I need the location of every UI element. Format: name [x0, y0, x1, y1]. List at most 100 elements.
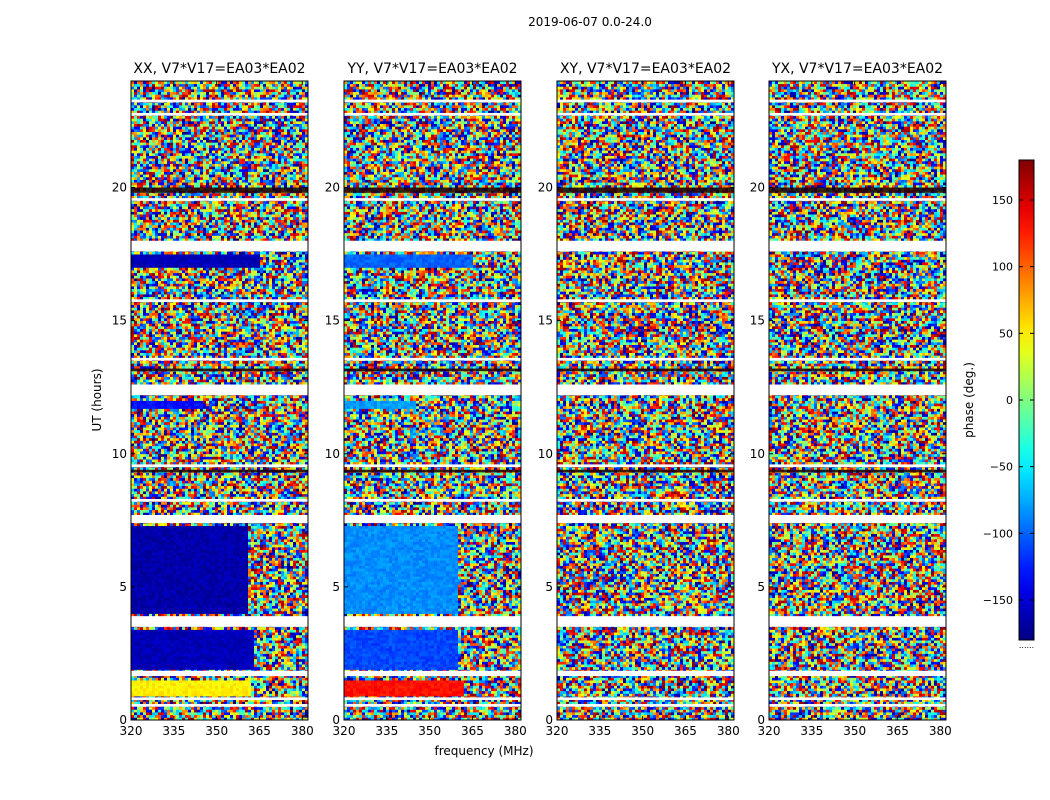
- heatmap-cell: [182, 502, 185, 505]
- heatmap-cell: [302, 550, 305, 553]
- heatmap-cell: [242, 637, 245, 640]
- heatmap-cell: [242, 656, 245, 659]
- heatmap-cell: [188, 592, 191, 595]
- heatmap-cell: [296, 688, 299, 691]
- heatmap-cell: [263, 576, 266, 579]
- heatmap-cell: [164, 536, 167, 539]
- heatmap-cell: [134, 574, 137, 577]
- heatmap-cell: [134, 504, 137, 507]
- heatmap-cell: [260, 544, 263, 547]
- heatmap-cell: [248, 552, 251, 555]
- heatmap-cell: [290, 542, 293, 545]
- heatmap-cell: [137, 693, 140, 696]
- heatmap-cell: [149, 542, 152, 545]
- heatmap-cell: [158, 539, 161, 542]
- heatmap-cell: [212, 656, 215, 659]
- heatmap-cell: [251, 504, 254, 507]
- heatmap-cell: [155, 528, 158, 531]
- heatmap-cell: [236, 606, 239, 609]
- heatmap-cell: [158, 659, 161, 662]
- heatmap-cell: [152, 677, 155, 680]
- heatmap-cell: [164, 606, 167, 609]
- heatmap-cell: [140, 645, 143, 648]
- heatmap-cell: [203, 547, 206, 550]
- heatmap-cell: [212, 558, 215, 561]
- heatmap-cell: [194, 659, 197, 662]
- heatmap-cell: [143, 547, 146, 550]
- heatmap-cell: [158, 579, 161, 582]
- heatmap-cell: [221, 659, 224, 662]
- heatmap-cell: [152, 712, 155, 715]
- heatmap-cell: [239, 659, 242, 662]
- heatmap-cell: [260, 512, 263, 515]
- heatmap-cell: [233, 510, 236, 513]
- heatmap-cell: [131, 653, 134, 656]
- heatmap-cell: [167, 592, 170, 595]
- heatmap-cell: [158, 629, 161, 632]
- heatmap-cell: [245, 534, 248, 537]
- heatmap-cell: [164, 576, 167, 579]
- heatmap-cell: [218, 584, 221, 587]
- heatmap-cell: [140, 635, 143, 638]
- heatmap-cell: [293, 651, 296, 654]
- heatmap-cell: [203, 664, 206, 667]
- heatmap-cell: [224, 576, 227, 579]
- heatmap-cell: [194, 680, 197, 683]
- heatmap-cell: [296, 693, 299, 696]
- heatmap-cell: [158, 507, 161, 510]
- heatmap-cell: [266, 627, 269, 630]
- heatmap-cell: [221, 510, 224, 513]
- heatmap-cell: [293, 603, 296, 606]
- heatmap-cell: [233, 693, 236, 696]
- heatmap-cell: [302, 544, 305, 547]
- heatmap-cell: [284, 600, 287, 603]
- heatmap-cell: [227, 536, 230, 539]
- heatmap-cell: [239, 707, 242, 710]
- heatmap-cell: [218, 656, 221, 659]
- heatmap-cell: [248, 544, 251, 547]
- figure-title: 2019-06-07 0.0-24.0: [528, 15, 652, 29]
- heatmap-cell: [170, 635, 173, 638]
- heatmap-cell: [194, 707, 197, 710]
- heatmap-cell: [302, 707, 305, 710]
- heatmap-cell: [167, 664, 170, 667]
- heatmap-cell: [173, 496, 176, 499]
- heatmap-cell: [224, 510, 227, 513]
- heatmap-cell: [293, 523, 296, 526]
- heatmap-cell: [188, 534, 191, 537]
- heatmap-cell: [158, 568, 161, 571]
- heatmap-cell: [290, 691, 293, 694]
- heatmap-cell: [194, 571, 197, 574]
- heatmap-cell: [215, 656, 218, 659]
- heatmap-cell: [266, 637, 269, 640]
- heatmap-cell: [176, 645, 179, 648]
- heatmap-cell: [179, 510, 182, 513]
- heatmap-cell: [287, 637, 290, 640]
- heatmap-cell: [302, 606, 305, 609]
- heatmap-cell: [251, 693, 254, 696]
- heatmap-cell: [185, 656, 188, 659]
- heatmap-cell: [173, 688, 176, 691]
- heatmap-cell: [302, 611, 305, 614]
- heatmap-cell: [287, 651, 290, 654]
- heatmap-cell: [278, 653, 281, 656]
- heatmap-cell: [221, 539, 224, 542]
- heatmap-cell: [287, 629, 290, 632]
- heatmap-cell: [296, 547, 299, 550]
- heatmap-cell: [188, 528, 191, 531]
- heatmap-cell: [143, 571, 146, 574]
- heatmap-cell: [137, 504, 140, 507]
- heatmap-cell: [287, 555, 290, 558]
- heatmap-cell: [287, 587, 290, 590]
- heatmap-cell: [302, 645, 305, 648]
- heatmap-cell: [284, 590, 287, 593]
- heatmap-cell: [179, 587, 182, 590]
- heatmap-cell: [251, 715, 254, 718]
- heatmap-cell: [269, 534, 272, 537]
- heatmap-cell: [134, 592, 137, 595]
- heatmap-cell: [272, 685, 275, 688]
- heatmap-cell: [230, 627, 233, 630]
- heatmap-cell: [299, 677, 302, 680]
- heatmap-cell: [194, 677, 197, 680]
- heatmap-cell: [173, 632, 176, 635]
